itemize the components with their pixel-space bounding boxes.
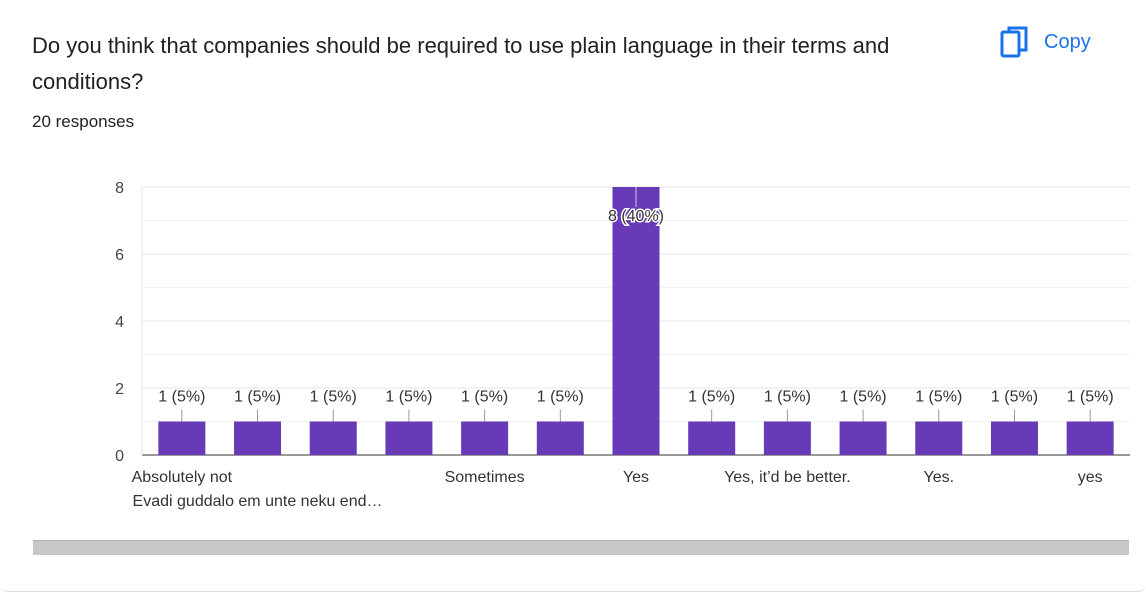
bar-data-label: 1 (5%) bbox=[310, 389, 357, 406]
bar bbox=[1066, 421, 1114, 455]
x-category-label: Sometimes bbox=[445, 469, 525, 486]
x-category-label: yes bbox=[1078, 469, 1103, 486]
copy-button-label: Copy bbox=[1044, 30, 1091, 53]
bar-data-label: 8 (40%) bbox=[608, 208, 664, 225]
bar-data-label: 1 (5%) bbox=[688, 389, 735, 406]
bar-data-label: 1 (5%) bbox=[461, 389, 508, 406]
bar-data-label: 1 (5%) bbox=[840, 389, 887, 406]
copy-button[interactable]: Copy bbox=[1000, 22, 1091, 62]
y-tick-label: 6 bbox=[115, 247, 124, 264]
x-category-label: Absolutely not bbox=[132, 469, 233, 486]
bar bbox=[839, 421, 887, 455]
bar bbox=[763, 421, 811, 455]
y-tick-label: 2 bbox=[115, 381, 124, 398]
bar bbox=[990, 421, 1038, 455]
bar bbox=[612, 187, 660, 455]
copy-icon bbox=[1000, 26, 1028, 58]
bar-data-label: 1 (5%) bbox=[764, 389, 811, 406]
response-count: 20 responses bbox=[32, 112, 135, 131]
bar bbox=[536, 421, 584, 455]
question-title: Do you think that companies should be re… bbox=[32, 33, 890, 94]
bar bbox=[234, 421, 282, 455]
y-tick-label: 8 bbox=[115, 180, 124, 197]
bar-data-label: 1 (5%) bbox=[991, 389, 1038, 406]
x-category-label: Yes, it’d be better. bbox=[724, 469, 851, 486]
bar bbox=[915, 421, 963, 455]
x-category-label: Yes. bbox=[923, 469, 954, 486]
y-tick-label: 4 bbox=[115, 314, 124, 331]
bar-chart: 0 2 4 6 8 1 (5%) 1 (5%) 1 (5%) 1 (5%) 1 (5%) 1 (5%… bbox=[115, 180, 1130, 510]
bar-data-label: 1 (5%) bbox=[915, 389, 962, 406]
bar-data-label: 1 (5%) bbox=[385, 389, 432, 406]
bar bbox=[385, 421, 433, 455]
bar-data-label: 1 (5%) bbox=[537, 389, 584, 406]
bar-data-label: 1 (5%) bbox=[1067, 389, 1114, 406]
x-category-label: Evadi guddalo em unte neku end… bbox=[133, 493, 383, 510]
horizontal-scrollbar[interactable] bbox=[33, 540, 1129, 555]
x-category-label: Yes bbox=[623, 469, 649, 486]
bar-data-label: 1 (5%) bbox=[158, 389, 205, 406]
bar bbox=[158, 421, 206, 455]
bar bbox=[461, 421, 509, 455]
bar-data-label: 1 (5%) bbox=[234, 389, 281, 406]
y-tick-label: 0 bbox=[115, 448, 124, 465]
bar bbox=[309, 421, 357, 455]
bar bbox=[688, 421, 736, 455]
